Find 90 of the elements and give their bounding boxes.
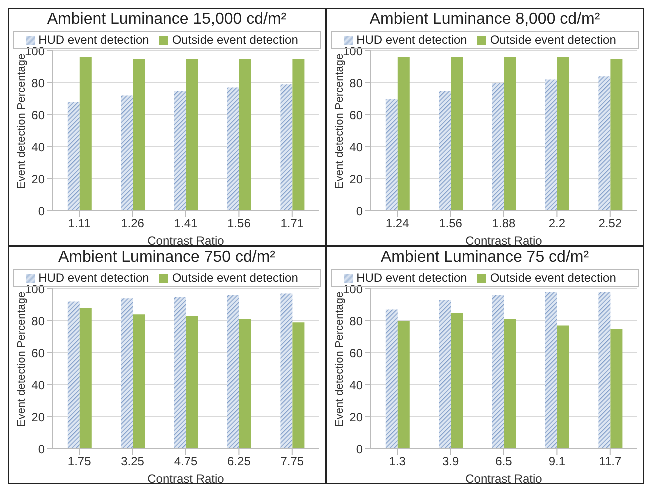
x-tick-label: 1.71 [280,216,304,231]
chart-title: Ambient Luminance 75 cd/m² [380,248,590,268]
legend-label: HUD event detection [356,33,468,47]
bar [121,298,134,449]
x-tick-label: 1.75 [68,454,92,469]
bar [292,322,305,449]
y-tick-label: 60 [32,108,46,122]
x-tick-label: 11.7 [599,454,622,469]
bar [239,59,252,211]
chart-title: Ambient Luminance 8,000 cd/m² [368,10,602,30]
y-tick-label: 40 [350,378,364,392]
y-tick-label: 20 [32,172,46,186]
bar [386,310,398,449]
bar [68,102,80,211]
x-tick-label: 3.25 [121,454,145,469]
y-tick-label: 0 [38,204,46,218]
y-tick-label: 40 [32,140,46,154]
bar [133,59,146,211]
legend-label: Outside event detection [172,271,298,285]
x-tick-label: 1.56 [439,216,463,231]
y-tick-label: 80 [350,314,364,328]
x-tick-label: 1.41 [174,216,198,231]
x-tick-label: 9.1 [548,454,566,469]
bar [492,295,504,449]
bar [133,314,146,449]
chart-title: Ambient Luminance 750 cd/m² [58,248,276,268]
x-tick-label: 7.75 [280,454,304,469]
bar [292,59,305,211]
legend-label: HUD event detection [38,271,150,285]
bar [80,308,92,449]
bar [121,96,134,211]
y-axis-title: Event detection Percentage [334,292,346,427]
bar [610,329,623,449]
bar [504,319,516,449]
bar [239,319,252,449]
y-tick-label: 0 [356,442,364,456]
y-tick-label: 20 [350,172,364,186]
x-tick-label: 2.52 [598,216,622,231]
x-tick-label: 1.88 [492,216,516,231]
bar [557,326,570,449]
x-axis-title: Contrast Ratio [148,234,225,248]
y-tick-label: 20 [32,410,46,424]
y-tick-label: 20 [350,410,364,424]
x-axis-title: Contrast Ratio [148,472,225,486]
y-tick-label: 40 [350,140,364,154]
bar [80,57,92,211]
x-tick-label: 6.25 [228,454,252,469]
x-tick-label: 6.5 [496,454,513,469]
bar [68,302,80,449]
bar [451,313,464,449]
bar [174,297,186,449]
chart-title: Ambient Luminance 15,000 cd/m² [46,10,288,30]
legend-label: Outside event detection [490,271,616,285]
bar [186,59,198,211]
bar [398,321,410,449]
x-axis-title: Contrast Ratio [466,234,543,248]
bar [227,88,240,211]
bar [186,316,198,449]
y-tick-label: 60 [350,108,364,122]
bar [280,294,293,449]
bar [174,91,186,211]
x-tick-label: 4.75 [174,454,198,469]
y-axis-title: Event detection Percentage [16,292,28,427]
bar [439,300,452,449]
x-tick-label: 1.3 [389,454,406,469]
legend-label: HUD event detection [38,33,150,47]
y-tick-label: 80 [32,314,46,328]
bar [227,295,240,449]
bar [598,292,611,449]
y-axis-title: Event detection Percentage [334,54,346,189]
bar [280,84,293,211]
y-tick-label: 60 [350,346,364,360]
y-tick-label: 40 [32,378,46,392]
legend-label: Outside event detection [172,33,298,47]
x-tick-label: 2.2 [548,216,566,231]
y-tick-label: 0 [38,442,46,456]
x-tick-label: 3.9 [442,454,460,469]
x-tick-label: 1.26 [121,216,145,231]
x-tick-label: 1.56 [228,216,252,231]
legend-label: HUD event detection [356,271,468,285]
bar [545,292,558,449]
x-tick-label: 1.24 [386,216,410,231]
y-axis-title: Event detection Percentage [16,54,28,189]
x-tick-label: 1.11 [68,216,92,231]
y-tick-label: 80 [32,76,46,90]
y-tick-label: 0 [356,204,364,218]
y-tick-label: 80 [350,76,364,90]
legend-label: Outside event detection [490,33,616,47]
y-tick-label: 60 [32,346,46,360]
x-axis-title: Contrast Ratio [466,472,543,486]
